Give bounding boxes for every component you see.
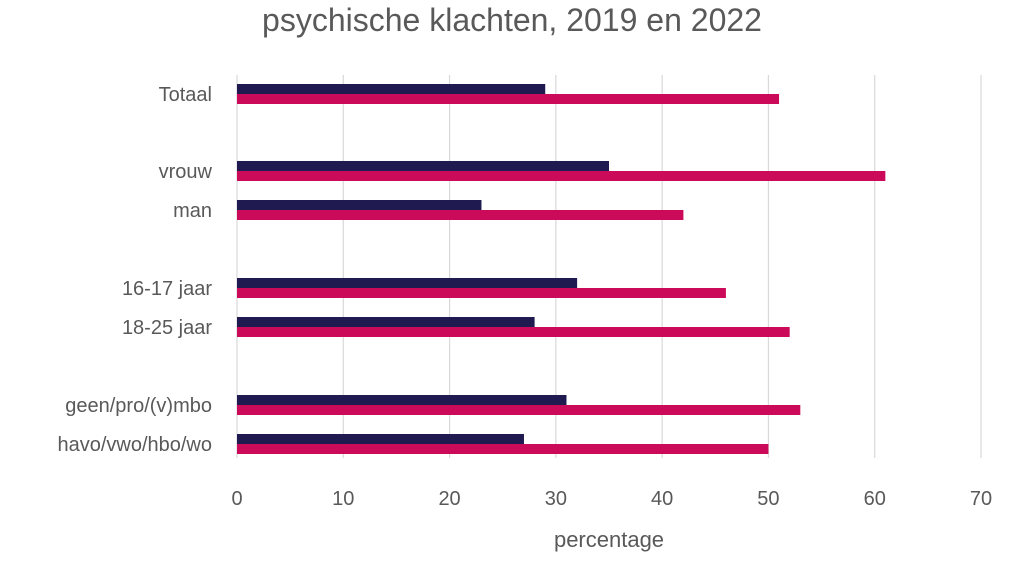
x-tick-label: 0	[231, 488, 242, 510]
category-label: vrouw	[159, 161, 213, 183]
bar-series2-4	[237, 327, 790, 337]
bar-series1-5	[237, 395, 567, 405]
bar-series1-3	[237, 278, 578, 288]
gridlines	[236, 75, 982, 458]
category-label: man	[173, 200, 212, 222]
x-tick-label: 60	[864, 488, 886, 510]
bar-series1-0	[237, 84, 546, 94]
bar-series1-2	[237, 200, 482, 210]
bars	[237, 84, 886, 454]
bar-series2-3	[237, 288, 726, 298]
bar-series2-6	[237, 444, 769, 454]
bar-series2-0	[237, 94, 780, 104]
bar-series1-6	[237, 434, 524, 444]
bar-series1-1	[237, 161, 609, 171]
bar-series2-1	[237, 171, 886, 181]
bar-series2-5	[237, 405, 801, 415]
category-label: 16-17 jaar	[122, 278, 212, 300]
x-tick-label: 10	[332, 488, 354, 510]
x-axis-label: percentage	[554, 527, 664, 552]
x-tick-labels: 0 10 20 30 40 50 60 70	[231, 488, 992, 510]
bar-series1-4	[237, 317, 535, 327]
x-tick-label: 70	[970, 488, 992, 510]
x-tick-label: 30	[545, 488, 567, 510]
category-label: geen/pro/(v)mbo	[65, 395, 212, 417]
x-tick-label: 50	[757, 488, 779, 510]
bar-series2-2	[237, 210, 684, 220]
category-label: 18-25 jaar	[122, 317, 212, 339]
category-label: Totaal	[159, 84, 212, 106]
category-labels: Totaal vrouw man 16-17 jaar 18-25 jaar geen/p…	[57, 84, 212, 456]
chart-title: psychische klachten, 2019 en 2022	[262, 2, 762, 38]
category-label: havo/vwo/hbo/wo	[57, 434, 212, 456]
x-tick-label: 40	[651, 488, 673, 510]
x-tick-label: 20	[438, 488, 460, 510]
